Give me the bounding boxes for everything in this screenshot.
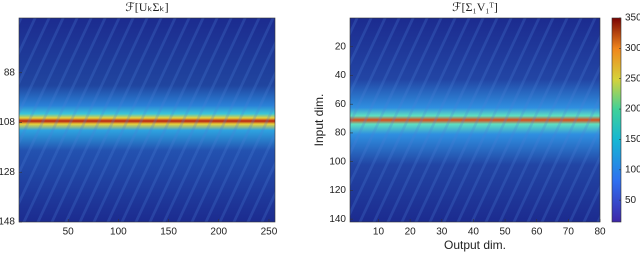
- x-tick-label: 40: [468, 227, 480, 238]
- y-tick-label: 108: [0, 117, 15, 128]
- colorbar-tick-label: 350: [625, 13, 640, 24]
- y-tick-label: 20: [335, 41, 347, 52]
- y-tick-label: 128: [0, 167, 15, 178]
- x-tick-label: 20: [405, 227, 417, 238]
- y-tick-label: 120: [329, 185, 346, 196]
- colorbar-tick-label: 150: [625, 134, 640, 145]
- x-tick-label: 200: [210, 227, 227, 238]
- y-tick-label: 140: [329, 214, 346, 225]
- heatmap-texture: [19, 18, 275, 222]
- colorbar: [611, 17, 622, 223]
- x-tick-label: 60: [531, 227, 543, 238]
- x-tick-label: 30: [436, 227, 448, 238]
- chart-title: ℱ[UₖΣₖ]: [125, 0, 168, 14]
- y-tick-label: 40: [335, 70, 347, 81]
- x-tick-label: 50: [63, 227, 75, 238]
- colorbar-tick-label: 200: [625, 104, 640, 115]
- y-tick-label: 60: [335, 99, 347, 110]
- x-tick-label: 70: [563, 227, 575, 238]
- x-axis-label: Output dim.: [444, 238, 506, 252]
- y-tick-label: 100: [329, 156, 346, 167]
- axes-frame: [349, 17, 601, 223]
- y-tick-label: 148: [0, 217, 15, 228]
- x-tick-label: 150: [160, 227, 177, 238]
- y-tick-label: 88: [4, 67, 16, 78]
- colorbar-tick-label: 50: [625, 195, 637, 206]
- axes-frame: [18, 17, 276, 223]
- colorbar-tick-label: 300: [625, 43, 640, 54]
- x-tick-label: 10: [373, 227, 385, 238]
- y-tick-label: 80: [335, 128, 347, 139]
- colorbar-tick-label: 250: [625, 73, 640, 84]
- x-tick-label: 80: [594, 227, 606, 238]
- colorbar-tick-label: 100: [625, 164, 640, 175]
- x-tick-label: 50: [500, 227, 512, 238]
- y-axis-label: Input dim.: [312, 94, 326, 147]
- x-tick-label: 250: [261, 227, 278, 238]
- x-tick-label: 100: [110, 227, 127, 238]
- heatmap-texture: [350, 18, 600, 222]
- chart-title: ℱ[Σ₁V₁ᵀ]: [452, 0, 498, 14]
